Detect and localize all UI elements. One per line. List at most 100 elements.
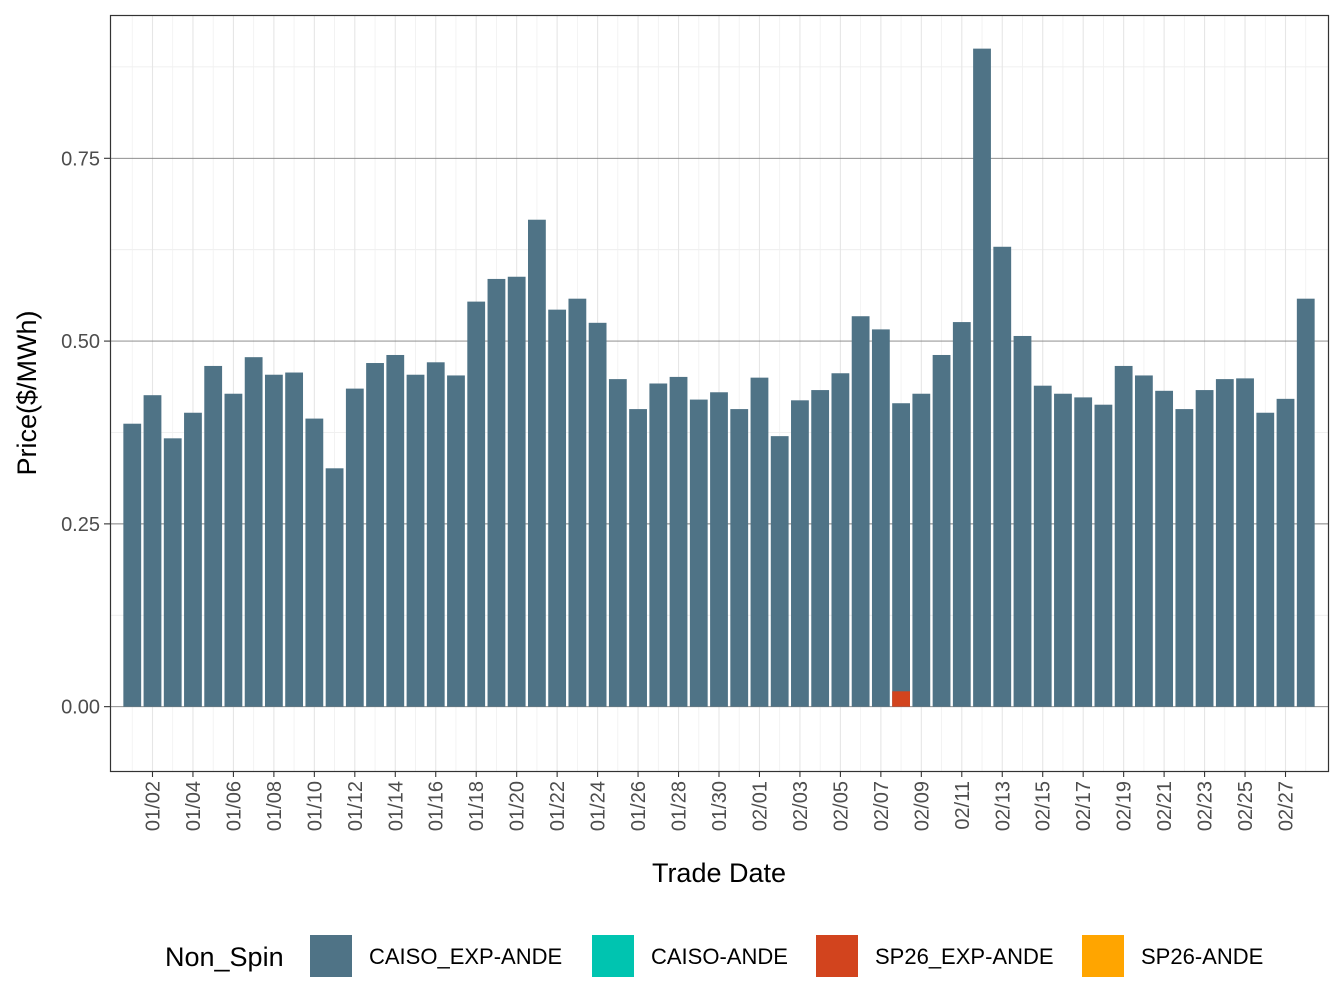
bar-caiso-exp-ande: [285, 372, 304, 707]
bar-caiso-exp-ande: [386, 354, 405, 707]
bar-caiso-exp-ande: [1195, 390, 1214, 707]
bar-caiso-exp-ande: [426, 362, 445, 707]
y-tick-label: 0.50: [61, 331, 100, 353]
bar-caiso-exp-ande: [1175, 409, 1194, 707]
bar-caiso-exp-ande: [1033, 385, 1052, 707]
bar-caiso-exp-ande: [548, 309, 567, 707]
bar-caiso-exp-ande: [588, 322, 607, 707]
bar-caiso-exp-ande: [1236, 378, 1254, 707]
x-tick-label: 01/12: [345, 781, 367, 831]
legend-key: [816, 935, 858, 977]
bar-caiso-exp-ande: [608, 379, 627, 707]
y-tick-label: 0.00: [61, 697, 100, 719]
x-tick-label: 01/26: [628, 781, 650, 831]
bar-caiso-exp-ande: [1013, 335, 1032, 707]
bar-caiso-exp-ande: [811, 390, 830, 707]
bar-caiso-exp-ande: [912, 393, 931, 707]
x-tick-label: 02/27: [1276, 781, 1298, 831]
bar-caiso-exp-ande: [750, 377, 769, 707]
x-tick-label: 01/06: [223, 781, 245, 831]
x-tick-label: 02/05: [830, 781, 852, 831]
legend-label: SP26_EXP-ANDE: [875, 944, 1054, 969]
bar-caiso-exp-ande: [366, 363, 384, 707]
bar-caiso-exp-ande: [467, 301, 486, 707]
x-tick-label: 02/03: [790, 781, 812, 831]
bar-caiso-exp-ande: [730, 409, 749, 707]
x-tick-label: 01/30: [709, 781, 731, 831]
bar-caiso-exp-ande: [447, 375, 465, 707]
legend-label: SP26-ANDE: [1141, 944, 1263, 969]
bar-caiso-exp-ande: [892, 403, 910, 707]
x-tick-label: 01/10: [304, 781, 326, 831]
bar-caiso-exp-ande: [669, 376, 688, 707]
bar-caiso-exp-ande: [1276, 398, 1295, 707]
bar-caiso-exp-ande: [123, 423, 142, 707]
x-tick-label: 02/01: [749, 781, 771, 831]
bar-caiso-exp-ande: [487, 278, 506, 707]
bar-caiso-exp-ande: [568, 298, 587, 707]
x-tick-label: 01/16: [426, 781, 448, 831]
y-axis: 0.00 0.25 0.50 0.75: [61, 148, 110, 719]
bar-caiso-exp-ande: [791, 400, 809, 707]
bar-caiso-exp-ande: [770, 436, 789, 707]
bar-caiso-exp-ande: [973, 48, 991, 707]
x-tick-label: 01/24: [588, 781, 610, 831]
x-tick-label: 02/11: [952, 781, 974, 830]
bar-caiso-exp-ande: [163, 438, 182, 707]
x-axis: 01/02 01/04 01/06 01/08 01/10 01/12 01/14 01/16…: [142, 771, 1298, 831]
bar-caiso-exp-ande: [649, 383, 668, 707]
bar-caiso-exp-ande: [1074, 397, 1093, 707]
bar-caiso-exp-ande: [184, 412, 202, 707]
bar-caiso-exp-ande: [710, 392, 728, 707]
bar-caiso-exp-ande: [1054, 393, 1072, 707]
bar-caiso-exp-ande: [1094, 404, 1113, 707]
bar-caiso-exp-ande: [629, 409, 647, 707]
bar-caiso-exp-ande: [305, 418, 324, 707]
x-axis-title: Trade Date: [652, 858, 786, 888]
bar-caiso-exp-ande: [1215, 379, 1234, 707]
legend-key: [310, 935, 352, 977]
legend-key: [1082, 935, 1124, 977]
y-axis-title: Price($/MWh): [12, 310, 42, 475]
x-tick-label: 02/15: [1033, 781, 1055, 831]
bar-caiso-exp-ande: [1256, 412, 1275, 707]
x-tick-label: 01/02: [142, 781, 164, 831]
x-tick-label: 02/25: [1235, 781, 1257, 831]
x-tick-label: 02/13: [992, 781, 1014, 831]
bar-caiso-exp-ande: [204, 365, 223, 707]
bar-caiso-exp-ande: [993, 246, 1012, 707]
bar-caiso-exp-ande: [932, 354, 951, 707]
bar-caiso-exp-ande: [325, 468, 344, 707]
x-tick-label: 02/21: [1154, 781, 1176, 831]
legend-title: Non_Spin: [165, 942, 284, 972]
y-tick-label: 0.75: [61, 148, 100, 170]
x-tick-label: 02/17: [1073, 781, 1095, 831]
bar-sp26-exp-ande: [892, 691, 910, 707]
x-tick-label: 01/18: [466, 781, 488, 831]
bar-caiso-exp-ande: [143, 395, 162, 707]
bar-caiso-exp-ande: [507, 276, 526, 707]
bar-caiso-exp-ande: [244, 357, 263, 707]
bar-caiso-exp-ande: [689, 399, 708, 707]
x-tick-label: 02/09: [911, 781, 933, 831]
x-tick-label: 02/23: [1195, 781, 1217, 831]
legend-label: CAISO_EXP-ANDE: [369, 944, 562, 969]
bar-caiso-exp-ande: [1134, 375, 1153, 707]
x-tick-label: 01/14: [385, 781, 407, 831]
legend: Non_Spin CAISO_EXP-ANDE CAISO-ANDE SP26_EX…: [165, 935, 1263, 977]
bar-caiso-exp-ande: [831, 373, 850, 707]
bar-caiso-exp-ande: [1114, 365, 1133, 707]
bar-caiso-exp-ande: [1155, 390, 1174, 707]
bar-caiso-exp-ande: [851, 316, 870, 707]
x-tick-label: 01/20: [507, 781, 529, 831]
bar-caiso-exp-ande: [264, 374, 283, 707]
bar-caiso-exp-ande: [1296, 298, 1315, 707]
bar-caiso-exp-ande: [406, 374, 425, 707]
bars: [123, 48, 1315, 707]
legend-key: [592, 935, 634, 977]
y-tick-label: 0.25: [61, 514, 100, 536]
bar-caiso-exp-ande: [528, 219, 546, 707]
legend-label: CAISO-ANDE: [651, 944, 788, 969]
bar-caiso-exp-ande: [345, 388, 364, 707]
